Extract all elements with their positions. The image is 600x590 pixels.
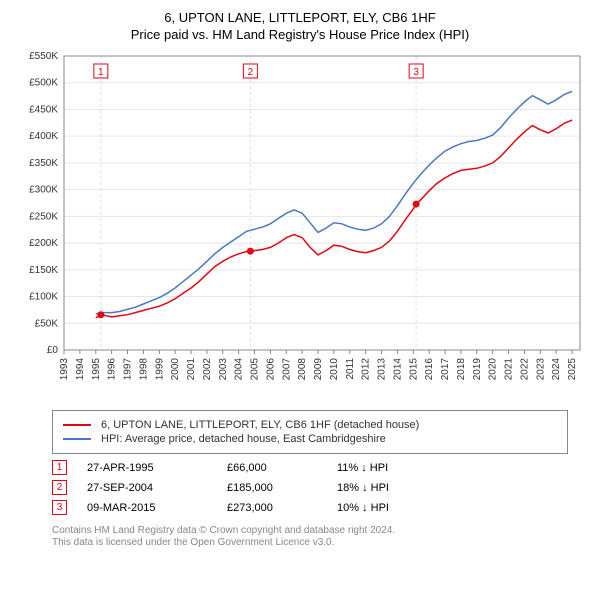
annotation-diff: 18% ↓ HPI [337, 482, 447, 494]
svg-text:£300K: £300K [29, 185, 58, 196]
svg-text:£200K: £200K [29, 238, 58, 249]
svg-text:2023: 2023 [535, 358, 546, 381]
annotation-price: £185,000 [227, 482, 337, 494]
svg-text:2004: 2004 [234, 358, 245, 381]
svg-text:2003: 2003 [218, 358, 229, 381]
svg-text:2020: 2020 [488, 358, 499, 381]
svg-text:1994: 1994 [75, 358, 86, 381]
svg-text:£0: £0 [47, 345, 59, 356]
svg-text:£250K: £250K [29, 211, 58, 222]
annotation-date: 27-APR-1995 [87, 462, 227, 474]
svg-text:2010: 2010 [329, 358, 340, 381]
svg-text:2021: 2021 [504, 358, 515, 381]
annotation-row: 2 27-SEP-2004£185,00018% ↓ HPI [52, 480, 568, 495]
svg-text:2009: 2009 [313, 358, 324, 381]
svg-text:1993: 1993 [59, 358, 70, 381]
svg-text:2000: 2000 [170, 358, 181, 381]
svg-text:2002: 2002 [202, 358, 213, 381]
svg-text:£350K: £350K [29, 158, 58, 169]
legend: 6, UPTON LANE, LITTLEPORT, ELY, CB6 1HF … [52, 410, 568, 454]
annotation-price: £66,000 [227, 462, 337, 474]
svg-text:3: 3 [413, 67, 419, 78]
annotation-marker: 3 [52, 500, 67, 515]
svg-text:2012: 2012 [361, 358, 372, 381]
chart-container: 6, UPTON LANE, LITTLEPORT, ELY, CB6 1HF … [0, 0, 600, 557]
svg-text:2007: 2007 [281, 358, 292, 381]
svg-text:1998: 1998 [138, 358, 149, 381]
annotation-date: 27-SEP-2004 [87, 482, 227, 494]
annotation-marker: 1 [52, 460, 67, 475]
svg-text:2017: 2017 [440, 358, 451, 381]
svg-text:£150K: £150K [29, 265, 58, 276]
svg-text:2015: 2015 [408, 358, 419, 381]
svg-text:£100K: £100K [29, 292, 58, 303]
annotation-diff: 11% ↓ HPI [337, 462, 447, 474]
svg-text:2006: 2006 [265, 358, 276, 381]
annotation-price: £273,000 [227, 502, 337, 514]
annotation-diff: 10% ↓ HPI [337, 502, 447, 514]
legend-swatch [63, 424, 91, 426]
svg-text:2011: 2011 [345, 358, 356, 380]
svg-text:£50K: £50K [35, 318, 59, 329]
footer-line-2: This data is licensed under the Open Gov… [52, 537, 568, 548]
annotation-row: 1 27-APR-1995£66,00011% ↓ HPI [52, 460, 568, 475]
svg-text:2024: 2024 [551, 358, 562, 381]
svg-text:£500K: £500K [29, 78, 58, 89]
legend-label: HPI: Average price, detached house, East… [101, 433, 386, 445]
annotation-row: 3 09-MAR-2015£273,00010% ↓ HPI [52, 500, 568, 515]
svg-text:£550K: £550K [29, 51, 58, 62]
annotation-table: 1 27-APR-1995£66,00011% ↓ HPI 2 27-SEP-2004… [52, 460, 568, 515]
svg-text:2008: 2008 [297, 358, 308, 381]
svg-text:2001: 2001 [186, 358, 197, 381]
svg-text:£450K: £450K [29, 104, 58, 115]
svg-text:1995: 1995 [91, 358, 102, 381]
chart-plot-area: £0 £50K £100K £150K £200K £250K £300K £350K £400… [12, 50, 588, 400]
legend-label: 6, UPTON LANE, LITTLEPORT, ELY, CB6 1HF … [101, 419, 419, 431]
svg-text:£400K: £400K [29, 131, 58, 142]
svg-text:1: 1 [98, 67, 104, 78]
svg-text:2013: 2013 [377, 358, 388, 381]
svg-text:1997: 1997 [123, 358, 134, 381]
chart-svg: £0 £50K £100K £150K £200K £250K £300K £350K £400… [12, 50, 588, 400]
svg-text:2022: 2022 [519, 358, 530, 381]
annotation-marker: 2 [52, 480, 67, 495]
svg-text:2005: 2005 [250, 358, 261, 381]
chart-title-address: 6, UPTON LANE, LITTLEPORT, ELY, CB6 1HF [12, 10, 588, 25]
legend-swatch [63, 438, 91, 440]
svg-text:1996: 1996 [107, 358, 118, 381]
svg-text:2018: 2018 [456, 358, 467, 381]
svg-text:2014: 2014 [392, 358, 403, 381]
svg-text:2019: 2019 [472, 358, 483, 381]
svg-text:2: 2 [248, 67, 254, 78]
title-block: 6, UPTON LANE, LITTLEPORT, ELY, CB6 1HF … [12, 10, 588, 42]
chart-title-desc: Price paid vs. HM Land Registry's House … [12, 27, 588, 42]
legend-item: HPI: Average price, detached house, East… [63, 433, 557, 445]
footer-line-1: Contains HM Land Registry data © Crown c… [52, 525, 568, 536]
svg-text:2025: 2025 [567, 358, 578, 381]
annotation-date: 09-MAR-2015 [87, 502, 227, 514]
svg-text:2016: 2016 [424, 358, 435, 381]
svg-text:1999: 1999 [154, 358, 165, 381]
legend-item: 6, UPTON LANE, LITTLEPORT, ELY, CB6 1HF … [63, 419, 557, 431]
footer-attribution: Contains HM Land Registry data © Crown c… [52, 525, 568, 548]
